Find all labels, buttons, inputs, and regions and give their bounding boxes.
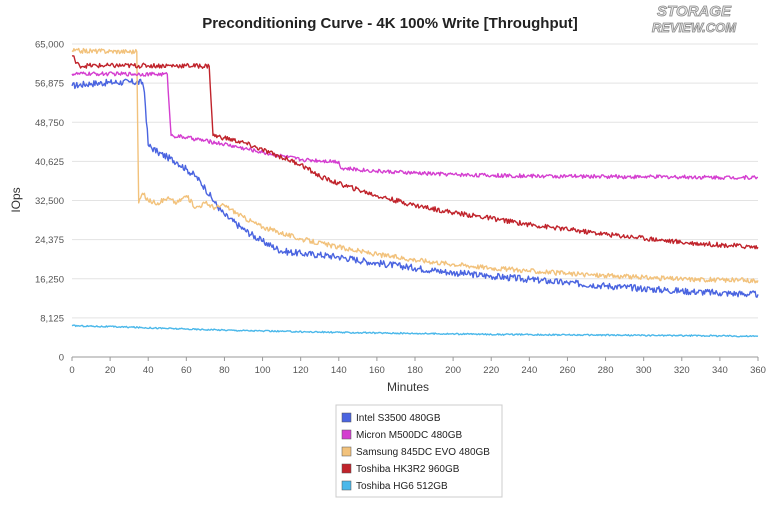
- x-tick-label: 20: [105, 365, 116, 376]
- x-tick-label: 0: [69, 365, 74, 376]
- y-tick-label: 0: [59, 353, 64, 364]
- y-axis-label: IOps: [9, 187, 23, 212]
- x-tick-label: 320: [674, 365, 690, 376]
- legend-swatch: [341, 429, 352, 440]
- logo-line-1: STORAGE: [657, 3, 732, 20]
- legend-label: Intel S3500 480GB: [356, 413, 441, 424]
- legend-label: Toshiba HG6 512GB: [356, 481, 448, 492]
- x-tick-label: 260: [560, 365, 576, 376]
- legend: Intel S3500 480GB Micron M500DC 480GB Sams…: [335, 404, 503, 498]
- legend-swatch: [341, 480, 352, 491]
- x-axis-ticks: 0 20 40 60 80 100 120 140 160 180 200 220 240 260 280 3…: [69, 357, 766, 376]
- storagereview-logo: STORAGE REVIEW.COM: [651, 3, 737, 36]
- y-tick-label: 65,000: [35, 40, 64, 51]
- x-tick-label: 180: [407, 365, 423, 376]
- x-tick-label: 60: [181, 365, 192, 376]
- x-tick-label: 40: [143, 365, 154, 376]
- chart-title: Preconditioning Curve - 4K 100% Write [T…: [202, 15, 578, 32]
- x-tick-label: 300: [636, 365, 652, 376]
- y-tick-label: 40,625: [35, 157, 64, 168]
- x-tick-label: 100: [255, 365, 271, 376]
- series-line: [71, 47, 759, 284]
- y-tick-label: 8,125: [40, 313, 64, 324]
- x-tick-label: 240: [521, 365, 537, 376]
- x-tick-label: 140: [331, 365, 347, 376]
- y-axis-ticks: 0 8,125 16,250 24,375 32,500 40,625 48,750 56,8…: [35, 40, 64, 364]
- legend-box: [335, 404, 503, 498]
- x-tick-label: 220: [483, 365, 499, 376]
- y-tick-label: 16,250: [35, 274, 64, 285]
- x-tick-label: 120: [293, 365, 309, 376]
- legend-swatch: [341, 412, 352, 423]
- x-tick-label: 360: [750, 365, 766, 376]
- plot-area: [71, 47, 759, 338]
- series-line: [71, 55, 759, 250]
- legend-label: Micron M500DC 480GB: [356, 430, 462, 441]
- y-tick-label: 32,500: [35, 196, 64, 207]
- legend-label: Samsung 845DC EVO 480GB: [356, 447, 490, 458]
- x-tick-label: 200: [445, 365, 461, 376]
- series-line: [71, 78, 759, 298]
- gridlines: [72, 43, 758, 358]
- legend-swatch: [341, 463, 352, 474]
- logo-line-2: REVIEW.COM: [652, 20, 737, 35]
- x-axis-label: Minutes: [387, 380, 429, 394]
- series-line: [71, 71, 759, 180]
- x-tick-label: 80: [219, 365, 230, 376]
- series-line: [71, 324, 759, 338]
- legend-label: Toshiba HK3R2 960GB: [356, 464, 460, 475]
- legend-swatch: [341, 446, 352, 457]
- y-tick-label: 48,750: [35, 118, 64, 129]
- y-tick-label: 24,375: [35, 235, 64, 246]
- y-tick-label: 56,875: [35, 79, 64, 90]
- x-tick-label: 160: [369, 365, 385, 376]
- x-tick-label: 280: [598, 365, 614, 376]
- x-tick-label: 340: [712, 365, 728, 376]
